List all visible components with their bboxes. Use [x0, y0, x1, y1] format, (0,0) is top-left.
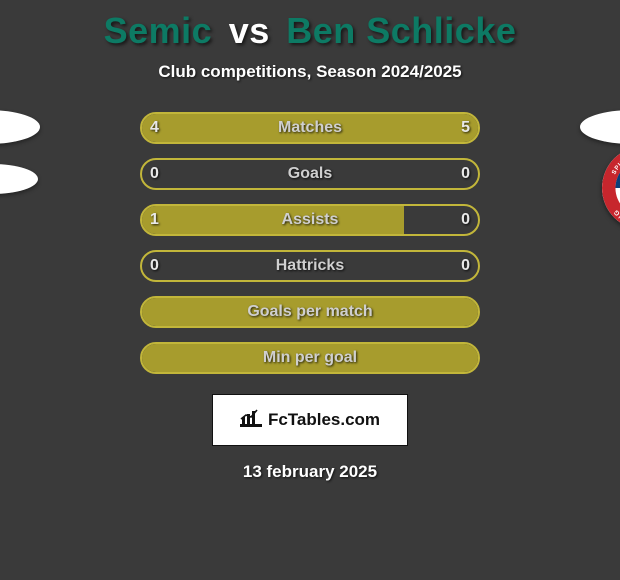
player2-club-crest: SPIELVEREINIGUNG UNTERHACHING — [602, 146, 620, 230]
stat-label: Goals — [142, 160, 478, 188]
player2-badge-1 — [580, 110, 620, 144]
stat-value-left: 0 — [150, 250, 180, 282]
stats-container: SPIELVEREINIGUNG UNTERHACHING Matches4 5 G… — [0, 112, 620, 374]
stat-row: Matches4 5 — [70, 112, 550, 144]
date: 13 february 2025 — [243, 462, 377, 482]
player1-name: Semic — [104, 10, 213, 51]
stat-value-left: 1 — [150, 204, 180, 236]
stat-row: Goals0 0 — [70, 158, 550, 190]
player2-name: Ben Schlicke — [286, 10, 516, 51]
stat-label: Hattricks — [142, 252, 478, 280]
stat-bar-track: Goals per match — [140, 296, 480, 328]
stat-value-right: 0 — [440, 204, 470, 236]
stat-bar-track: Goals — [140, 158, 480, 190]
stat-row: Hattricks0 0 — [70, 250, 550, 282]
comparison-title: Semic vs Ben Schlicke — [104, 10, 517, 52]
stat-row: Min per goal — [70, 342, 550, 374]
stat-value-left: 4 — [150, 112, 180, 144]
stat-value-right: 5 — [440, 112, 470, 144]
stat-bar-track: Hattricks — [140, 250, 480, 282]
footer-brand-card: FcTables.com — [212, 394, 408, 446]
stat-bar-left — [142, 206, 404, 234]
chart-icon — [240, 409, 262, 432]
stat-bar-left — [142, 298, 478, 326]
stat-value-right: 0 — [440, 158, 470, 190]
stat-bar-track: Min per goal — [140, 342, 480, 374]
stat-bar-left — [142, 344, 478, 372]
stat-bar-track: Matches — [140, 112, 480, 144]
player1-badge-2 — [0, 164, 38, 194]
footer-brand-text: FcTables.com — [268, 410, 380, 430]
stat-row: Goals per match — [70, 296, 550, 328]
stat-value-left: 0 — [150, 158, 180, 190]
stat-value-right: 0 — [440, 250, 470, 282]
stat-bar-track: Assists — [140, 204, 480, 236]
subtitle: Club competitions, Season 2024/2025 — [158, 62, 461, 82]
vs-text: vs — [229, 10, 270, 51]
stat-row: Assists1 0 — [70, 204, 550, 236]
player1-badge-1 — [0, 110, 40, 144]
